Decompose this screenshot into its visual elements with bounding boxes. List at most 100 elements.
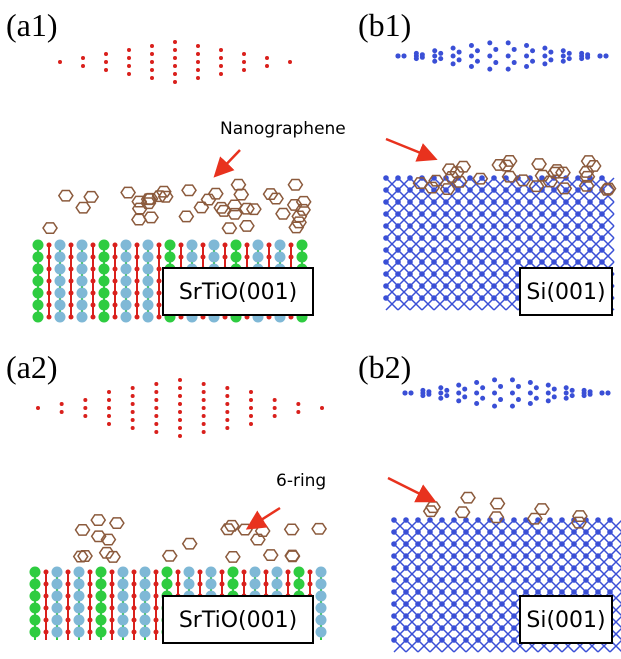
atom: [487, 529, 493, 535]
atom: [487, 613, 493, 619]
atom: [479, 235, 485, 241]
atom: [535, 577, 541, 583]
atom: [201, 243, 206, 248]
atom: [391, 517, 397, 523]
atom: [493, 47, 498, 52]
atom: [607, 529, 613, 535]
atom: [157, 279, 162, 284]
atom: [30, 603, 41, 614]
atom: [587, 211, 593, 217]
atom: [588, 392, 593, 397]
atom: [222, 223, 236, 233]
atom: [113, 255, 118, 260]
atom: [595, 517, 601, 523]
atom: [443, 259, 449, 265]
atom: [221, 524, 235, 534]
atom: [547, 541, 553, 547]
atom: [143, 252, 154, 263]
atom: [187, 252, 198, 263]
atom: [587, 259, 593, 265]
atom: [506, 67, 511, 72]
atom: [391, 625, 397, 631]
atom: [607, 553, 613, 559]
atom: [179, 255, 184, 260]
atom: [511, 541, 517, 547]
atom: [33, 264, 44, 275]
atom: [132, 630, 137, 635]
atom: [438, 396, 443, 401]
atom: [202, 430, 206, 434]
atom: [273, 414, 277, 418]
atom: [479, 175, 485, 181]
atom: [308, 582, 313, 587]
atom: [503, 259, 509, 265]
atom: [499, 541, 505, 547]
atom: [595, 565, 601, 571]
atom: [150, 68, 154, 72]
atom: [81, 56, 85, 60]
atom: [121, 264, 132, 275]
atom: [559, 553, 565, 559]
atom: [55, 240, 66, 251]
atom: [539, 211, 545, 217]
atom: [157, 255, 162, 260]
atom: [178, 394, 182, 398]
atom: [510, 404, 515, 409]
atom: [132, 214, 146, 224]
atom: [395, 199, 401, 205]
atom: [110, 518, 124, 528]
atom: [36, 406, 40, 410]
atom: [503, 223, 509, 229]
atom: [33, 300, 44, 311]
atom: [285, 551, 299, 561]
atom: [107, 414, 111, 418]
atom: [143, 276, 154, 287]
atom: [511, 625, 517, 631]
atom: [76, 525, 90, 535]
atom: [154, 390, 158, 394]
atom: [438, 385, 443, 390]
atom: [294, 567, 305, 578]
atom: [439, 565, 445, 571]
atom: [475, 613, 481, 619]
atom: [479, 199, 485, 205]
atom: [563, 199, 569, 205]
atom: [571, 577, 577, 583]
atom: [110, 582, 115, 587]
atom: [154, 414, 158, 418]
atom: [242, 60, 246, 64]
atom: [154, 570, 159, 575]
atom: [276, 209, 290, 219]
atom: [427, 553, 433, 559]
atom: [162, 567, 173, 578]
atom: [571, 553, 577, 559]
atom: [249, 406, 253, 410]
atom: [451, 529, 457, 535]
atom: [395, 271, 401, 277]
atom: [546, 398, 551, 403]
atom: [583, 565, 589, 571]
atom: [135, 255, 140, 260]
atom: [575, 211, 581, 217]
atom: [551, 199, 557, 205]
atom: [47, 279, 52, 284]
atom: [523, 529, 529, 535]
atom: [443, 247, 449, 253]
atom: [463, 625, 469, 631]
atom: [245, 243, 250, 248]
atom: [44, 594, 49, 599]
atom: [491, 187, 497, 193]
atom: [44, 630, 49, 635]
atom: [474, 401, 479, 406]
atom: [467, 283, 473, 289]
atom: [439, 613, 445, 619]
atom: [451, 565, 457, 571]
atom: [135, 279, 140, 284]
atom: [391, 601, 397, 607]
atom: [415, 517, 421, 523]
atom: [140, 615, 151, 626]
atom: [69, 279, 74, 284]
atom: [154, 630, 159, 635]
atom: [431, 283, 437, 289]
atom: [265, 64, 269, 68]
